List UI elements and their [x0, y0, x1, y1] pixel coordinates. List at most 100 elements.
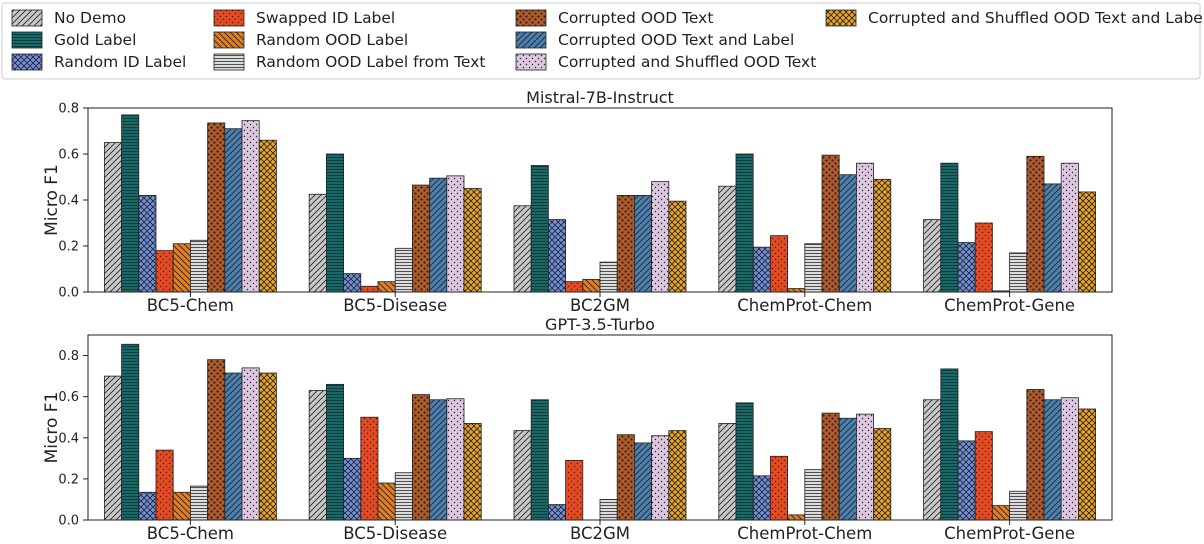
legend-label: No Demo — [54, 9, 126, 27]
bar-random-ood-label-chemprot-chem — [787, 288, 806, 293]
bar-gold-label-bc2gm — [530, 165, 549, 293]
legend-item-corrupted-ood-text: Corrupted OOD Text — [515, 9, 713, 27]
bar-corrupted-and-shuffled-ood-text-bc2gm — [651, 181, 670, 293]
bar-corrupted-ood-text-chemprot-gene — [1026, 389, 1045, 521]
legend-label: Random OOD Label — [256, 31, 408, 49]
bar-corrupted-ood-text-chemprot-chem — [821, 412, 840, 521]
y-tick-label: 0.4 — [58, 431, 79, 446]
bar-gold-label-chemprot-gene — [940, 162, 959, 293]
bar-gold-label-bc5-disease — [325, 153, 344, 293]
legend-item-random-ood-label: Random OOD Label — [213, 31, 408, 49]
bar-swapped-id-label-chemprot-gene — [974, 431, 993, 521]
legend-swatch — [11, 9, 43, 27]
legend-label: Random ID Label — [54, 53, 186, 71]
bar-random-ood-label-chemprot-chem — [787, 514, 806, 521]
y-axis-label: Micro F1 — [42, 164, 62, 236]
bar-corrupted-ood-text-and-label-chemprot-gene — [1043, 183, 1062, 293]
bar-gold-label-chemprot-chem — [735, 153, 754, 293]
bar-random-id-label-bc5-chem — [138, 194, 157, 293]
y-tick-label: 0.0 — [58, 286, 79, 301]
bar-corrupted-and-shuffled-ood-text-chemprot-gene — [1060, 397, 1079, 521]
bar-corrupted-ood-text-and-label-bc5-disease — [429, 177, 448, 293]
bar-corrupted-ood-text-and-label-chemprot-gene — [1043, 399, 1062, 521]
bar-no-demo-chemprot-chem — [718, 185, 737, 293]
bar-random-ood-label-from-text-bc5-chem — [189, 239, 209, 293]
y-tick-label: 0.8 — [58, 102, 79, 117]
chart-title: Mistral-7B-Instruct — [526, 88, 674, 107]
legend-swatch — [515, 31, 547, 49]
bar-corrupted-and-shuffled-ood-text-and-label-chemprot-chem — [873, 178, 892, 293]
bar-gold-label-chemprot-chem — [735, 402, 754, 521]
bar-corrupted-ood-text-and-label-bc2gm — [634, 442, 653, 521]
bar-corrupted-ood-text-bc5-chem — [207, 122, 226, 293]
x-tick-label-chemprot-chem: ChemProt-Chem — [737, 296, 872, 315]
bar-random-id-label-bc5-disease — [343, 273, 362, 293]
bar-corrupted-ood-text-and-label-bc5-chem — [224, 128, 243, 293]
bar-random-ood-label-from-text-chemprot-chem — [804, 469, 823, 521]
bar-gold-label-bc5-disease — [325, 383, 344, 521]
legend-swatch — [213, 31, 245, 49]
legend-item-random-id-label: Random ID Label — [11, 53, 186, 71]
bar-random-ood-label-bc5-disease — [377, 482, 396, 521]
legend-swatch — [11, 53, 43, 71]
bars — [103, 114, 1097, 293]
bar-corrupted-and-shuffled-ood-text-chemprot-chem — [856, 162, 875, 293]
x-tick-label-chemprot-gene: ChemProt-Gene — [944, 524, 1075, 540]
chart-title: GPT-3.5-Turbo — [545, 315, 655, 334]
bar-random-ood-label-from-text-chemprot-gene — [1009, 252, 1028, 293]
bar-gold-label-chemprot-gene — [940, 368, 959, 521]
legend-item-corrupted-and-shuffled-ood-text: Corrupted and Shuffled OOD Text — [515, 53, 816, 71]
legend-swatch — [515, 53, 547, 71]
bar-corrupted-and-shuffled-ood-text-and-label-chemprot-gene — [1078, 191, 1097, 293]
bar-corrupted-and-shuffled-ood-text-and-label-bc5-disease — [463, 188, 482, 293]
y-tick-label: 0.4 — [58, 194, 79, 209]
bar-corrupted-ood-text-chemprot-chem — [821, 154, 840, 293]
bar-corrupted-ood-text-and-label-bc5-chem — [224, 372, 243, 521]
bar-random-id-label-bc2gm — [547, 504, 566, 521]
bar-gold-label-bc2gm — [530, 399, 549, 521]
bar-random-id-label-chemprot-chem — [752, 475, 771, 521]
bar-swapped-id-label-bc5-chem — [155, 250, 174, 293]
legend-swatch — [11, 31, 43, 49]
bar-random-id-label-chemprot-gene — [957, 242, 976, 293]
x-tick-label-bc5-chem: BC5-Chem — [147, 296, 234, 315]
bar-swapped-id-label-bc2gm — [565, 459, 584, 521]
bar-corrupted-and-shuffled-ood-text-and-label-bc2gm — [668, 430, 687, 521]
bar-random-id-label-bc5-disease — [343, 457, 362, 521]
gpt35-panel: GPT-3.5-Turbo 0.0 0.2 0.4 0.6 0.8 Micro F1 BC5-… — [42, 315, 1113, 543]
legend-frame — [1, 2, 1201, 80]
bar-swapped-id-label-bc5-chem — [155, 449, 174, 521]
bar-corrupted-and-shuffled-ood-text-bc5-disease — [446, 175, 465, 293]
y-tick-label: 0.2 — [58, 472, 79, 487]
x-tick-label-chemprot-chem: ChemProt-Chem — [737, 524, 872, 540]
x-tick-label-bc5-disease: BC5-Disease — [343, 524, 447, 540]
bar-corrupted-and-shuffled-ood-text-bc5-chem — [241, 120, 260, 293]
bar-corrupted-ood-text-and-label-bc2gm — [634, 194, 653, 293]
bar-corrupted-and-shuffled-ood-text-chemprot-chem — [856, 413, 875, 521]
bar-corrupted-and-shuffled-ood-text-and-label-chemprot-gene — [1078, 408, 1097, 521]
bar-swapped-id-label-bc5-disease — [360, 416, 379, 521]
legend-item-gold-label: Gold Label — [11, 31, 136, 49]
bar-random-ood-label-from-text-bc5-disease — [394, 472, 413, 521]
bar-gold-label-bc5-chem — [121, 343, 140, 521]
bar-corrupted-and-shuffled-ood-text-bc2gm — [651, 435, 670, 521]
y-tick-label: 0.2 — [58, 240, 79, 255]
bar-random-ood-label-from-text-bc2gm — [599, 261, 618, 293]
legend: No Demo Gold Label Random ID Label Swapped … — [1, 2, 1204, 80]
x-tick-label-bc5-chem: BC5-Chem — [147, 524, 234, 540]
legend-swatch — [825, 9, 857, 27]
legend-label: Random OOD Label from Text — [256, 53, 485, 71]
bar-no-demo-bc2gm — [513, 205, 532, 293]
legend-label: Swapped ID Label — [256, 9, 395, 27]
legend-swatch — [213, 9, 245, 27]
bar-random-ood-label-from-text-bc5-disease — [394, 247, 413, 293]
legend-label: Corrupted and Shuffled OOD Text and Labe… — [868, 9, 1204, 27]
bar-random-ood-label-from-text-chemprot-chem — [804, 243, 823, 293]
bar-no-demo-bc2gm — [513, 430, 532, 521]
bar-corrupted-and-shuffled-ood-text-bc5-chem — [241, 367, 260, 521]
legend-item-no-demo: No Demo — [11, 9, 126, 27]
legend-item-random-ood-label-from-text: Random OOD Label from Text — [213, 53, 485, 71]
y-tick-label: 0.8 — [58, 349, 79, 364]
bar-random-ood-label-bc5-chem — [172, 491, 191, 521]
